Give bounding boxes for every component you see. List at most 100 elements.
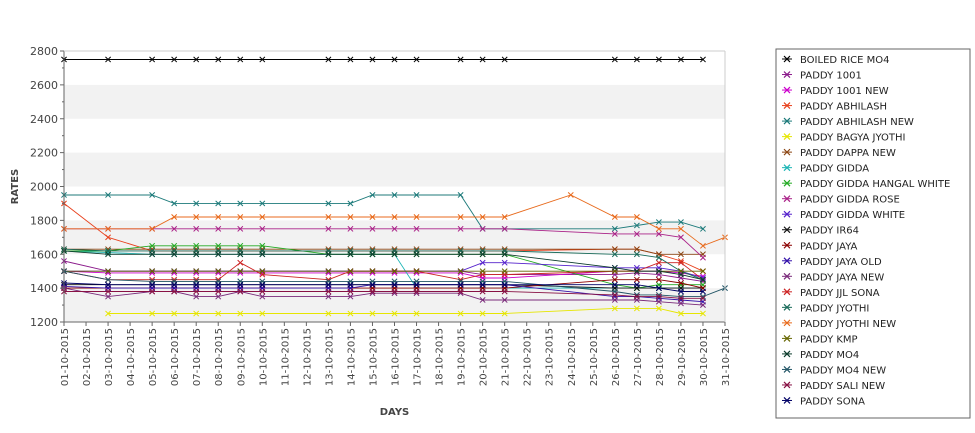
x-tick-label: 14-10-2015 <box>346 328 357 386</box>
data-point <box>413 310 420 317</box>
x-axis-label: DAYS <box>380 407 410 418</box>
data-point <box>369 268 376 275</box>
x-tick-label: 28-10-2015 <box>655 328 666 386</box>
data-point <box>700 288 706 295</box>
data-point <box>149 268 156 275</box>
x-tick-label: 30-10-2015 <box>699 328 710 386</box>
data-point <box>677 295 684 302</box>
data-point <box>677 225 684 232</box>
data-point <box>457 281 464 288</box>
plot-band <box>64 152 725 187</box>
data-point <box>479 297 486 303</box>
x-tick-label: 24-10-2015 <box>567 328 578 386</box>
data-point <box>655 230 662 237</box>
data-point <box>215 242 222 249</box>
data-point <box>105 56 112 63</box>
data-point <box>171 200 178 207</box>
legend-item: PADDY BAGYA JYOTHI <box>782 133 905 144</box>
data-point <box>457 192 464 198</box>
data-point <box>193 214 200 220</box>
y-tick-label: 1800 <box>30 214 58 227</box>
legend-item: PADDY GIDDA <box>782 164 869 175</box>
legend-label: PADDY GIDDA ROSE <box>800 195 900 206</box>
x-tick-label: 12-10-2015 <box>302 328 313 386</box>
data-point <box>479 225 486 232</box>
data-point <box>325 281 332 288</box>
y-tick-label: 2000 <box>30 181 58 194</box>
data-point <box>347 200 354 207</box>
x-tick-label: 22-10-2015 <box>523 328 534 386</box>
x-tick-label: 16-10-2015 <box>391 328 402 386</box>
data-point <box>611 305 618 312</box>
data-point <box>215 251 222 258</box>
legend-label: PADDY JAYA <box>800 241 858 252</box>
data-point <box>677 259 684 266</box>
series-line <box>108 307 703 314</box>
data-point <box>259 293 266 300</box>
y-tick-label: 1400 <box>30 282 58 295</box>
data-point <box>391 281 398 288</box>
data-point <box>501 297 508 303</box>
data-point <box>193 242 200 249</box>
data-point <box>677 219 684 226</box>
y-tick-label: 2200 <box>30 147 58 160</box>
data-point <box>655 285 662 292</box>
data-point <box>369 225 376 232</box>
data-point <box>237 251 244 258</box>
data-point <box>633 214 640 220</box>
legend-label: PADDY 1001 <box>800 71 862 82</box>
data-point <box>655 259 662 266</box>
legend-item: PADDY MO4 <box>782 350 859 361</box>
data-point <box>149 251 156 258</box>
x-tick-label: 29-10-2015 <box>677 328 688 386</box>
x-tick-label: 19-10-2015 <box>457 328 468 386</box>
data-point <box>501 259 508 266</box>
legend-item: BOILED RICE MO4 <box>782 55 890 66</box>
data-point <box>215 310 222 317</box>
data-point <box>171 251 178 258</box>
x-tick-label: 13-10-2015 <box>324 328 335 386</box>
data-point <box>215 56 222 63</box>
background-bands <box>64 51 725 322</box>
series-22 <box>61 280 706 295</box>
data-point <box>171 56 178 63</box>
y-tick-label: 1600 <box>30 248 58 261</box>
data-point <box>611 230 618 237</box>
legend-item: PADDY JJL SONA <box>782 288 880 299</box>
data-point <box>325 225 332 232</box>
data-point <box>655 298 662 305</box>
legend-item: PADDY MO4 NEW <box>782 365 886 376</box>
series-21 <box>61 288 706 302</box>
data-point <box>325 214 332 220</box>
data-point <box>105 192 112 198</box>
x-tick-label: 07-10-2015 <box>192 328 203 386</box>
data-point <box>325 268 332 275</box>
data-point <box>611 281 618 288</box>
x-tick-label: 09-10-2015 <box>236 328 247 386</box>
y-tick-label: 2600 <box>30 79 58 92</box>
x-tick-label: 15-10-2015 <box>368 328 379 386</box>
data-point <box>259 242 266 249</box>
data-point <box>655 268 662 275</box>
data-point <box>237 214 244 220</box>
legend-item: PADDY GIDDA ROSE <box>782 195 900 206</box>
data-point <box>501 268 508 275</box>
data-point <box>237 310 244 317</box>
data-point <box>413 288 420 295</box>
legend-label: PADDY DAPPA NEW <box>800 148 896 159</box>
data-point <box>193 268 200 275</box>
data-point <box>633 281 640 288</box>
legend-label: PADDY MO4 <box>800 350 859 361</box>
data-point <box>501 288 508 295</box>
data-point <box>237 281 244 288</box>
data-point <box>215 268 222 275</box>
data-point <box>655 225 662 232</box>
data-point <box>391 268 398 275</box>
data-point <box>700 56 706 63</box>
legend-item: PADDY GIDDA WHITE <box>782 210 905 221</box>
data-point <box>171 281 178 288</box>
axes-layer: 1200 1400 1600 1800 2000 2200 2400 2600 2800 01-1… <box>30 45 732 386</box>
data-point <box>479 259 486 266</box>
data-point <box>105 293 112 300</box>
data-point <box>633 222 640 229</box>
